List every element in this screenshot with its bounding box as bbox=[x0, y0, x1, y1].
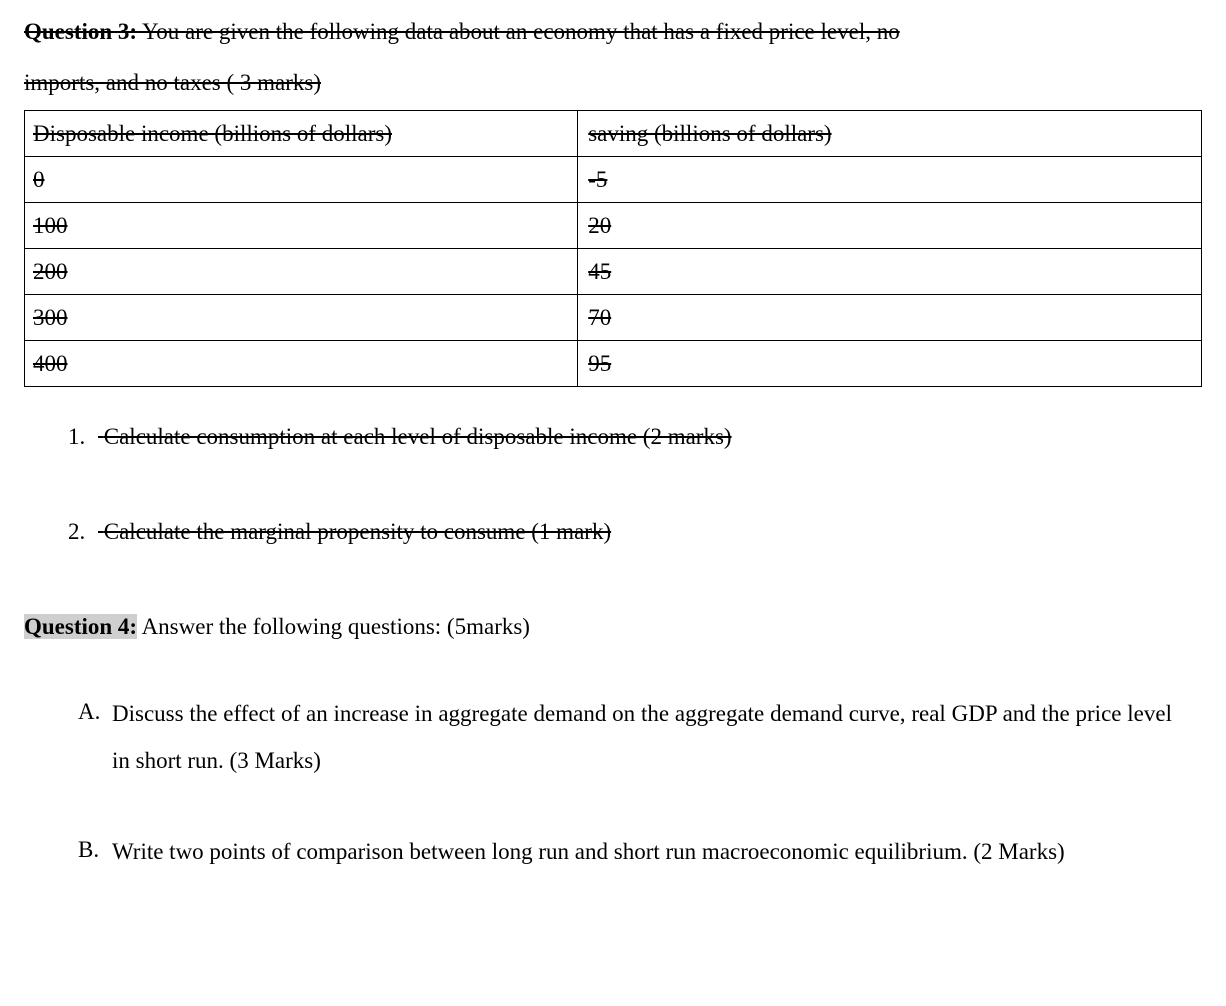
cell: 45 bbox=[588, 259, 611, 284]
item-letter: B. bbox=[78, 828, 112, 875]
cell: 70 bbox=[588, 305, 611, 330]
table-header-row: Disposable income (billions of dollars) … bbox=[25, 110, 1202, 156]
sub-text: Calculate consumption at each level of d… bbox=[104, 424, 732, 449]
cell: 95 bbox=[588, 351, 611, 376]
sub-text: Calculate the marginal propensity to con… bbox=[104, 519, 611, 544]
cell: 300 bbox=[33, 305, 68, 330]
table-header-2: saving (billions of dollars) bbox=[588, 121, 831, 146]
table-header-1: Disposable income (billions of dollars) bbox=[33, 121, 392, 146]
sub-num: 2. bbox=[68, 510, 98, 555]
item-body: Write two points of comparison between l… bbox=[112, 828, 1202, 875]
q3-label: Question 3: bbox=[24, 19, 137, 44]
q4-heading: Question 4: Answer the following questio… bbox=[24, 605, 1202, 650]
cell: 20 bbox=[588, 213, 611, 238]
q3-sub-item-2: 2. Calculate the marginal propensity to … bbox=[68, 510, 1202, 555]
sub-num: 1. bbox=[68, 415, 98, 460]
q4-item-a: A. Discuss the effect of an increase in … bbox=[78, 690, 1202, 784]
item-letter: A. bbox=[78, 690, 112, 784]
item-body: Discuss the effect of an increase in agg… bbox=[112, 690, 1202, 784]
cell: 400 bbox=[33, 351, 68, 376]
q3-intro-line2: imports, and no taxes ( 3 marks) bbox=[24, 61, 1202, 106]
cell: 200 bbox=[33, 259, 68, 284]
q3-data-table: Disposable income (billions of dollars) … bbox=[24, 110, 1202, 388]
table-row: 0 -5 bbox=[25, 156, 1202, 202]
cell: -5 bbox=[588, 167, 607, 192]
q3-sub-item-1: 1. Calculate consumption at each level o… bbox=[68, 415, 1202, 460]
q3-intro-text-1: You are given the following data about a… bbox=[137, 19, 900, 44]
cell: 0 bbox=[33, 167, 45, 192]
table-row: 300 70 bbox=[25, 295, 1202, 341]
table-row: 400 95 bbox=[25, 341, 1202, 387]
q4-item-b: B. Write two points of comparison betwee… bbox=[78, 828, 1202, 875]
q3-sub-list: 1. Calculate consumption at each level o… bbox=[68, 415, 1202, 555]
q4-list: A. Discuss the effect of an increase in … bbox=[78, 690, 1202, 875]
q4-label: Question 4: bbox=[24, 614, 137, 639]
cell: 100 bbox=[33, 213, 68, 238]
table-row: 200 45 bbox=[25, 248, 1202, 294]
q4-intro: Answer the following questions: (5marks) bbox=[137, 614, 530, 639]
table-row: 100 20 bbox=[25, 202, 1202, 248]
q3-intro-line1: Question 3: You are given the following … bbox=[24, 10, 1202, 55]
